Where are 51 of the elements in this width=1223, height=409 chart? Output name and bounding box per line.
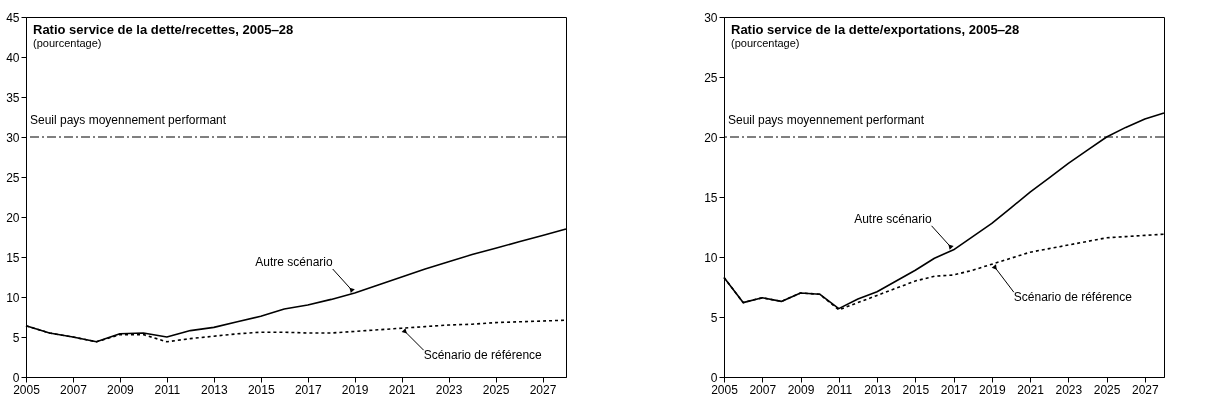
- x-tick-label: 2021: [1017, 382, 1045, 397]
- annotation: Scénario de référence: [423, 348, 543, 363]
- x-tick-label: 2007: [60, 382, 88, 397]
- ref-line-label: Seuil pays moyennement performant: [30, 113, 227, 127]
- x-tick-label: 2013: [864, 382, 892, 397]
- y-tick-label: 10: [6, 290, 20, 305]
- y-tick-label: 5: [710, 310, 718, 325]
- text: (pourcentage): [731, 37, 800, 49]
- y-tick-label: 25: [6, 170, 20, 185]
- x-tick-label: 2023: [1055, 382, 1083, 397]
- x-tick-label: 2009: [107, 382, 135, 397]
- y-tick-label: 0: [710, 370, 718, 385]
- annotation: Autre scénario: [854, 211, 932, 226]
- ref-line-label: Seuil pays moyennement performant: [728, 113, 925, 127]
- y-tick-label: 0: [12, 370, 20, 385]
- x-tick-label: 2025: [1093, 382, 1121, 397]
- x-tick-label: 2011: [826, 382, 853, 397]
- y-tick-label: 35: [6, 90, 20, 105]
- x-tick-label: 2023: [435, 382, 463, 397]
- x-tick-label: 2011: [154, 382, 181, 397]
- y-tick-label: 30: [6, 130, 20, 145]
- x-tick-label: 2007: [749, 382, 777, 397]
- annotation: Scénario de référence: [1013, 290, 1133, 305]
- chart-title: Ratio service de la dette/recettes, 2005‒28: [33, 22, 294, 37]
- text: (pourcentage): [33, 37, 102, 49]
- y-tick-label: 20: [6, 210, 20, 225]
- x-tick-label: 2017: [940, 382, 968, 397]
- x-tick-label: 2019: [341, 382, 369, 397]
- y-tick-label: 20: [704, 130, 718, 145]
- annotation: Autre scénario: [255, 255, 334, 269]
- x-tick-label: 2019: [978, 382, 1006, 397]
- x-tick-label: 2021: [388, 382, 416, 397]
- y-tick-label: 45: [6, 10, 20, 25]
- x-tick-label: 2025: [482, 382, 510, 397]
- x-tick-label: 2027: [1132, 382, 1160, 397]
- y-tick-label: 15: [6, 250, 20, 265]
- x-tick-label: 2009: [787, 382, 815, 397]
- y-tick-label: 30: [704, 10, 718, 25]
- x-tick-label: 2013: [200, 382, 228, 397]
- y-tick-label: 40: [6, 50, 20, 65]
- chart-title: Ratio service de la dette/exportations, 2005‒28: [731, 22, 1020, 37]
- y-tick-label: 5: [12, 330, 20, 345]
- x-tick-label: 2017: [294, 382, 322, 397]
- y-tick-label: 25: [704, 70, 718, 85]
- y-tick-label: 15: [704, 190, 718, 205]
- x-tick-label: 2027: [529, 382, 557, 397]
- x-tick-label: 2015: [247, 382, 275, 397]
- x-tick-label: 2005: [711, 382, 739, 397]
- x-tick-label: 2015: [902, 382, 930, 397]
- y-tick-label: 10: [704, 250, 718, 265]
- x-tick-label: 2005: [13, 382, 41, 397]
